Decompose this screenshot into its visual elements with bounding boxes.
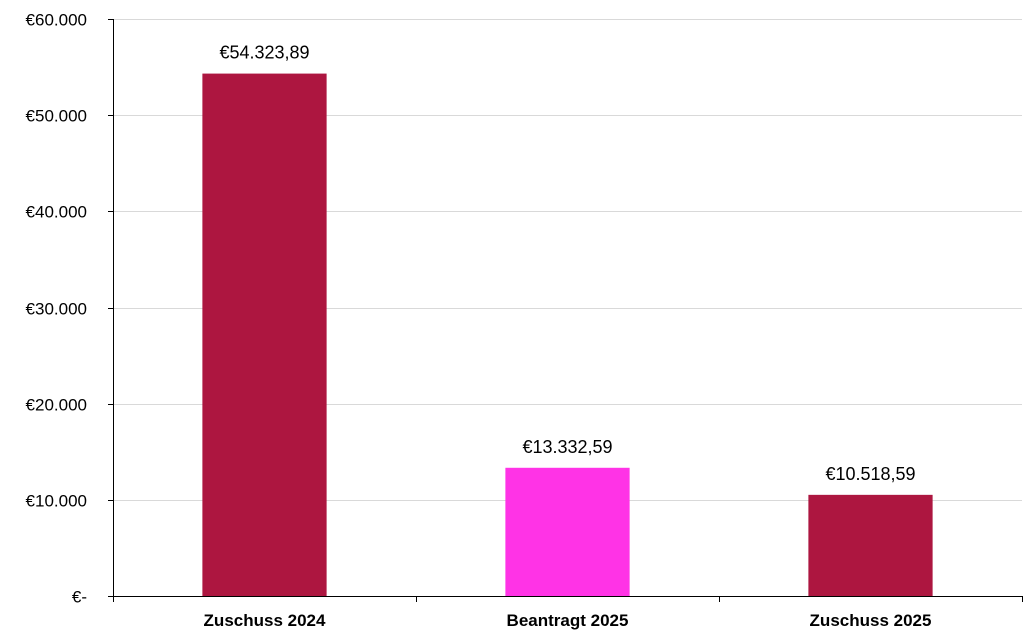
y-tick-label: €- (72, 588, 87, 607)
bar-3 (808, 494, 933, 596)
y-tick-label: €20.000 (26, 396, 87, 415)
x-tick-label: Zuschuss 2025 (810, 611, 932, 630)
x-tick-label: Zuschuss 2024 (204, 611, 326, 630)
bar-value-label: €54.323,89 (219, 43, 309, 63)
bars (202, 73, 933, 596)
bar-2 (505, 467, 630, 596)
y-tick-label: €40.000 (26, 203, 87, 222)
bar-value-label: €13.332,59 (522, 437, 612, 457)
y-tick-label: €60.000 (26, 11, 87, 30)
labels: €- €10.000 €20.000 €30.000 €40.000 €50.000 €60… (26, 11, 932, 631)
axes (108, 19, 1023, 602)
x-tick-label: Beantragt 2025 (507, 611, 629, 630)
y-tick-label: €50.000 (26, 107, 87, 126)
y-tick-label: €30.000 (26, 300, 87, 319)
bar-1 (202, 73, 327, 596)
bar-value-label: €10.518,59 (825, 464, 915, 484)
y-tick-label: €10.000 (26, 492, 87, 511)
